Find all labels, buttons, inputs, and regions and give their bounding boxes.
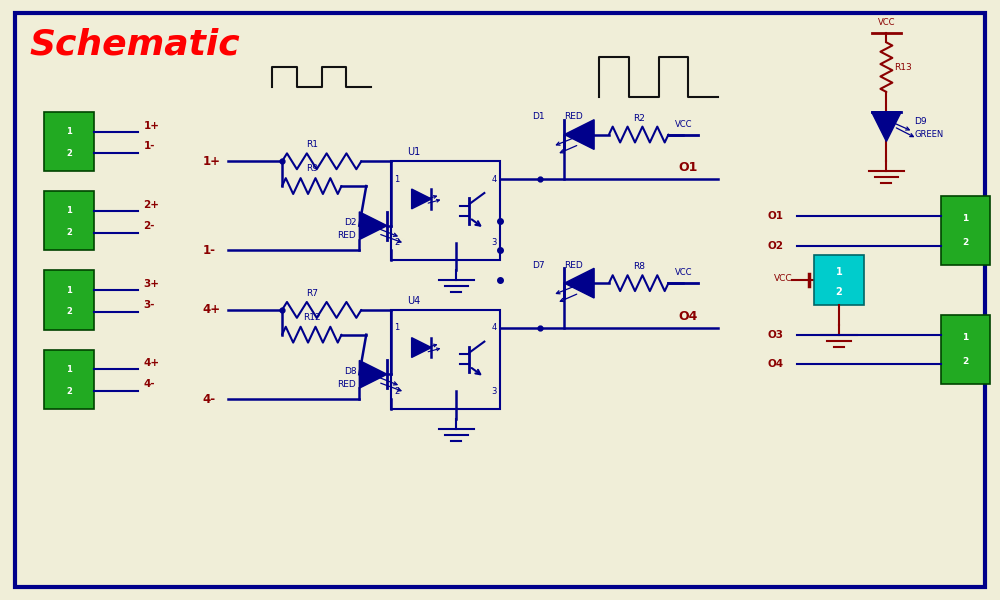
- Text: 2: 2: [394, 386, 399, 395]
- Text: 3+: 3+: [143, 279, 159, 289]
- Text: 2: 2: [66, 149, 72, 158]
- Text: 4: 4: [492, 175, 497, 184]
- Text: 2: 2: [963, 357, 969, 366]
- Text: 2: 2: [963, 238, 969, 247]
- Text: 3: 3: [492, 238, 497, 247]
- Text: O4: O4: [768, 359, 784, 370]
- Text: 2: 2: [835, 287, 842, 297]
- Text: 3-: 3-: [143, 300, 155, 310]
- Text: 4+: 4+: [143, 358, 159, 368]
- Bar: [44, 270, 94, 330]
- Text: 2+: 2+: [143, 200, 159, 210]
- Text: 1: 1: [963, 214, 969, 223]
- Text: D1: D1: [532, 112, 545, 121]
- Text: O2: O2: [768, 241, 784, 251]
- Text: 4+: 4+: [203, 304, 221, 316]
- Text: VCC: VCC: [774, 274, 792, 283]
- Text: 4: 4: [492, 323, 497, 332]
- Text: 4-: 4-: [143, 379, 155, 389]
- Text: RED: RED: [564, 112, 583, 121]
- Bar: [941, 196, 990, 265]
- Text: 1-: 1-: [143, 142, 155, 151]
- Text: R8: R8: [633, 262, 645, 271]
- Text: D9: D9: [914, 117, 927, 126]
- Polygon shape: [359, 212, 387, 239]
- Text: VCC: VCC: [675, 119, 692, 128]
- Polygon shape: [412, 189, 431, 209]
- Text: 1: 1: [394, 323, 399, 332]
- Text: R13: R13: [894, 62, 912, 71]
- Text: R9: R9: [306, 164, 318, 173]
- Text: O1: O1: [768, 211, 784, 221]
- Text: 1: 1: [66, 206, 72, 215]
- Text: D8: D8: [344, 367, 356, 376]
- Text: RED: RED: [338, 231, 356, 240]
- Text: Schematic: Schematic: [29, 28, 240, 62]
- Text: 2: 2: [394, 238, 399, 247]
- Text: 1: 1: [66, 286, 72, 295]
- Text: 3: 3: [492, 386, 497, 395]
- Text: D7: D7: [532, 261, 545, 270]
- Bar: [44, 112, 94, 171]
- Text: R7: R7: [306, 289, 318, 298]
- Text: O3: O3: [768, 329, 784, 340]
- Bar: [391, 161, 500, 260]
- Polygon shape: [359, 361, 387, 388]
- Bar: [391, 310, 500, 409]
- Text: 1+: 1+: [143, 121, 159, 131]
- Text: 2-: 2-: [143, 221, 155, 230]
- Text: 1+: 1+: [203, 155, 221, 168]
- Text: 2: 2: [66, 386, 72, 395]
- Text: R2: R2: [633, 113, 645, 122]
- Text: O1: O1: [678, 161, 698, 174]
- Text: 1-: 1-: [203, 244, 216, 257]
- Text: RED: RED: [338, 380, 356, 389]
- Text: R1: R1: [306, 140, 318, 149]
- Bar: [44, 191, 94, 250]
- Text: D2: D2: [344, 218, 356, 227]
- Polygon shape: [564, 119, 594, 149]
- Text: VCC: VCC: [878, 17, 895, 26]
- Polygon shape: [564, 268, 594, 298]
- Bar: [44, 350, 94, 409]
- Text: U1: U1: [407, 148, 421, 157]
- Bar: [941, 315, 990, 384]
- Text: VCC: VCC: [675, 268, 692, 277]
- Text: 4-: 4-: [203, 392, 216, 406]
- Text: 1: 1: [963, 333, 969, 342]
- Text: 2: 2: [66, 307, 72, 316]
- Text: R12: R12: [303, 313, 321, 322]
- Text: O4: O4: [678, 310, 698, 323]
- Text: 2: 2: [66, 228, 72, 237]
- Polygon shape: [872, 112, 901, 142]
- Text: 1: 1: [66, 127, 72, 136]
- Text: 1: 1: [394, 175, 399, 184]
- Text: RED: RED: [564, 261, 583, 270]
- Polygon shape: [412, 338, 431, 358]
- Text: 1: 1: [835, 267, 842, 277]
- Text: GREEN: GREEN: [914, 130, 943, 139]
- Text: 1: 1: [66, 365, 72, 374]
- Text: U4: U4: [407, 296, 421, 306]
- Bar: [814, 256, 864, 305]
